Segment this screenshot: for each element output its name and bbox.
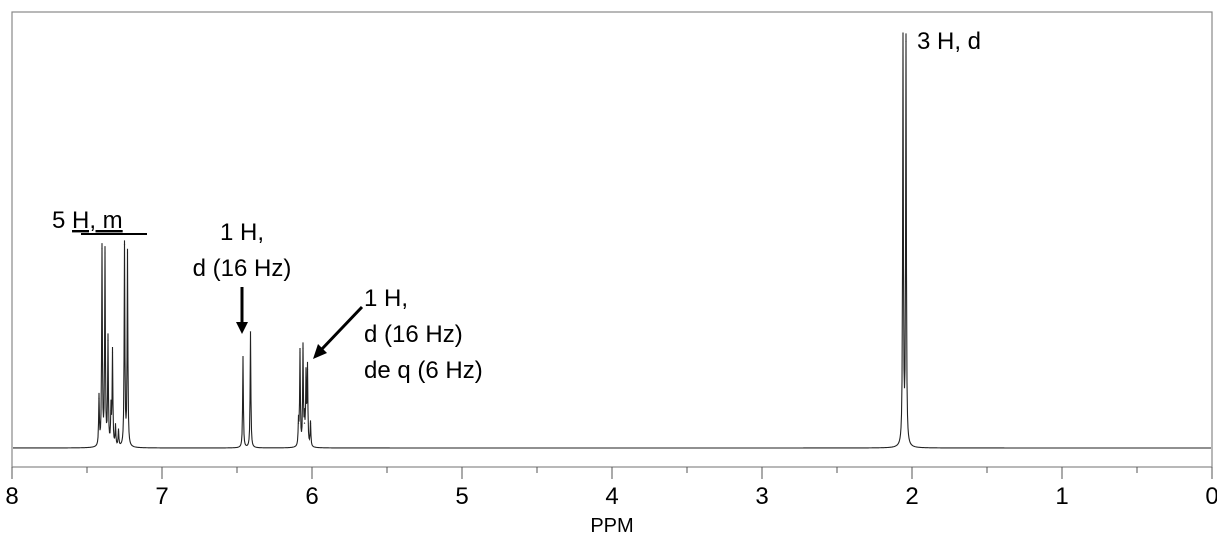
annotation-aromatic-count: 5 [52,207,72,234]
annotation-vinyl2-line2: d (16 Hz) [364,321,463,348]
x-tick-label: 1 [1055,483,1068,510]
annotation-vinyl2-line1: 1 H, [364,285,408,312]
spectrum-peak [242,356,244,358]
spectrum-peak [905,40,907,42]
spectrum-peak [101,248,103,250]
spectrum-peak [309,422,312,424]
spectrum-peak [902,32,904,34]
annotation-aromatic: 5 H, m [52,207,147,235]
plot-frame [11,11,1213,468]
spectrum-peak [299,351,301,354]
annotation-methyl: 3 H, d [917,28,981,55]
annotation-vinyl2: 1 H, d (16 Hz) de q (6 Hz) [313,285,483,384]
x-tick-label: 0 [1205,483,1217,510]
spectrum-peak [114,426,117,428]
x-tick-label: 2 [905,483,918,510]
x-tick-label: 4 [605,483,618,510]
spectrum-peak [303,422,306,424]
annotation-aromatic-label: H, m [72,207,123,234]
x-axis-title: PPM [590,515,633,535]
x-axis-tick-labels: 8 7 6 5 4 3 2 1 0 [5,483,1217,510]
spectrum-peak [297,422,300,424]
svg-text:5 H, m: 5 H, m [52,207,123,234]
x-tick-label: 7 [155,483,168,510]
spectrum-peak [126,252,129,254]
spectrum-peak [302,347,304,349]
annotation-vinyl1-arrowhead [236,322,248,334]
annotation-vinyl1: 1 H, d (16 Hz) [193,219,292,334]
spectrum-peak [123,244,126,246]
spectrum-peak [98,397,100,399]
x-tick-label: 8 [5,483,18,510]
spectrum-peak [110,410,112,412]
spectrum-peak [306,368,309,370]
annotation-vinyl2-arrow [319,305,364,352]
annotation-vinyl2-arrowhead [313,344,327,359]
annotation-vinyl1-line2: d (16 Hz) [193,255,292,282]
spectrum-peak [111,351,114,354]
x-tick-label: 6 [305,483,318,510]
spectrum-peak [107,339,109,341]
x-axis-ticks [11,467,1213,479]
annotation-vinyl1-line1: 1 H, [220,219,264,246]
spectrum-trace [13,32,1211,449]
x-tick-label: 5 [455,483,468,510]
spectrum-peak [249,331,252,333]
spectrum-peak [117,430,120,432]
x-tick-label: 3 [755,483,768,510]
spectrum-peak [104,252,106,254]
spectrum-peak [305,376,307,379]
annotation-vinyl2-line3: de q (6 Hz) [364,357,483,384]
